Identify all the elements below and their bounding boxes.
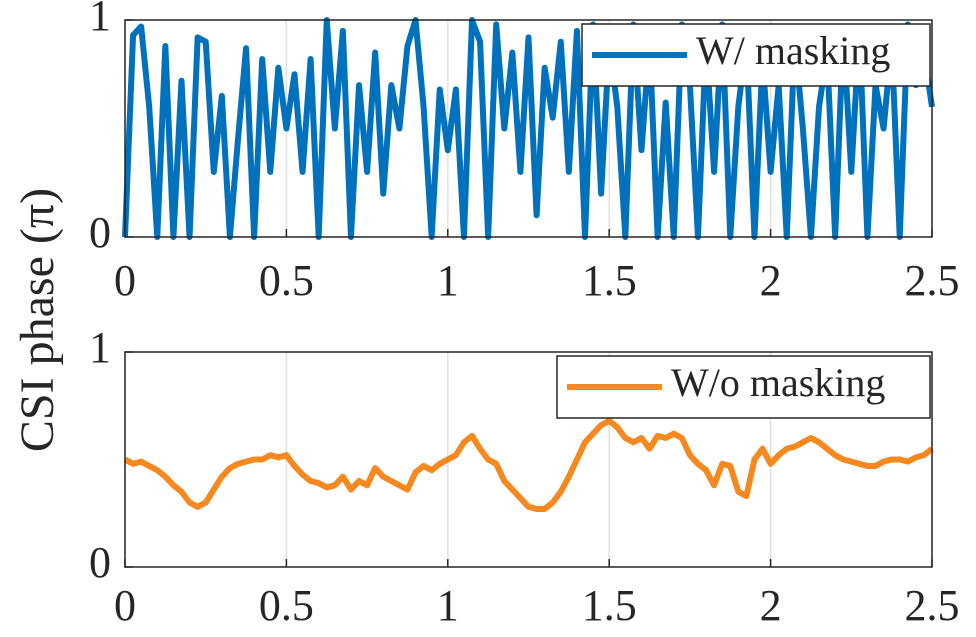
x-tick-label: 1.5 <box>582 581 637 630</box>
x-tick-label: 2.5 <box>905 581 960 630</box>
x-tick-label: 1 <box>437 256 459 305</box>
x-tick-label: 0.5 <box>259 581 314 630</box>
x-tick-label: 1 <box>437 581 459 630</box>
y-tick-label: 1 <box>89 0 111 40</box>
legend-label: W/o masking <box>671 360 885 405</box>
legend-label: W/ masking <box>696 28 890 73</box>
x-tick-label: 0.5 <box>259 256 314 305</box>
x-tick-label: 0 <box>114 581 136 630</box>
x-tick-label: 1.5 <box>582 256 637 305</box>
axes-box <box>124 19 933 238</box>
y-axis-label: CSI phase (π) <box>11 188 64 452</box>
x-tick-label: 2 <box>760 581 782 630</box>
axes-box <box>124 351 933 568</box>
x-tick-label: 0 <box>114 256 136 305</box>
y-tick-label: 0 <box>89 208 111 257</box>
y-tick-label: 1 <box>89 323 111 372</box>
y-tick-label: 0 <box>89 538 111 587</box>
x-tick-label: 2 <box>760 256 782 305</box>
x-tick-label: 2.5 <box>905 256 960 305</box>
legend: W/o masking <box>556 355 931 419</box>
series-line <box>123 417 934 512</box>
legend: W/ masking <box>581 23 931 87</box>
